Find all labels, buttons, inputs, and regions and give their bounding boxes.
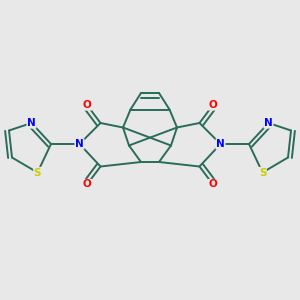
Text: N: N: [264, 118, 273, 128]
Text: N: N: [27, 118, 36, 128]
Text: S: S: [259, 167, 266, 178]
Text: O: O: [82, 100, 91, 110]
Text: N: N: [75, 139, 84, 149]
Text: O: O: [208, 179, 217, 190]
Text: O: O: [82, 179, 91, 190]
Text: O: O: [208, 100, 217, 110]
Text: N: N: [216, 139, 225, 149]
Text: S: S: [34, 167, 41, 178]
